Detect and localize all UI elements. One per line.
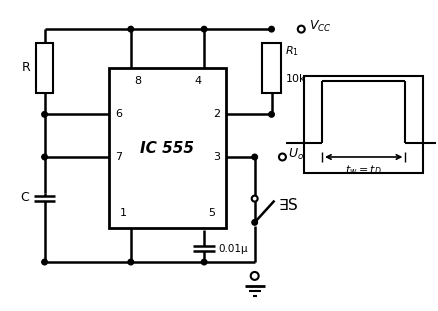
Text: 6: 6 [115,109,122,119]
Circle shape [269,26,274,32]
Circle shape [128,26,134,32]
Circle shape [42,154,47,160]
Circle shape [298,26,305,33]
Text: 4: 4 [194,76,201,86]
Text: $t_w = t_D$: $t_w = t_D$ [346,163,382,177]
Text: 10k: 10k [286,74,306,84]
Bar [109,68,226,228]
Circle shape [252,196,258,202]
Circle shape [251,272,259,280]
Text: $V_{CC}$: $V_{CC}$ [309,19,332,34]
Circle shape [128,259,134,265]
Text: $\exists$S: $\exists$S [279,197,299,212]
Bar [35,43,53,93]
Bar [261,43,282,93]
Circle shape [42,259,47,265]
Circle shape [201,259,207,265]
Text: 0.01μ: 0.01μ [218,244,247,254]
Text: 5: 5 [208,208,215,218]
Text: C: C [20,191,29,204]
Text: 7: 7 [115,152,122,162]
Circle shape [252,154,258,160]
Circle shape [252,220,258,225]
Circle shape [269,112,274,117]
Circle shape [279,154,286,160]
Text: $U_o$: $U_o$ [288,146,304,161]
Text: 3: 3 [213,152,220,162]
Bar [304,76,423,173]
Text: 8: 8 [134,76,141,86]
Text: 2: 2 [213,109,220,119]
Circle shape [201,26,207,32]
Circle shape [42,112,47,117]
Text: $R_1$: $R_1$ [286,44,299,58]
Text: IC 555: IC 555 [141,141,194,156]
Text: R: R [22,61,31,74]
Text: 1: 1 [120,208,127,218]
